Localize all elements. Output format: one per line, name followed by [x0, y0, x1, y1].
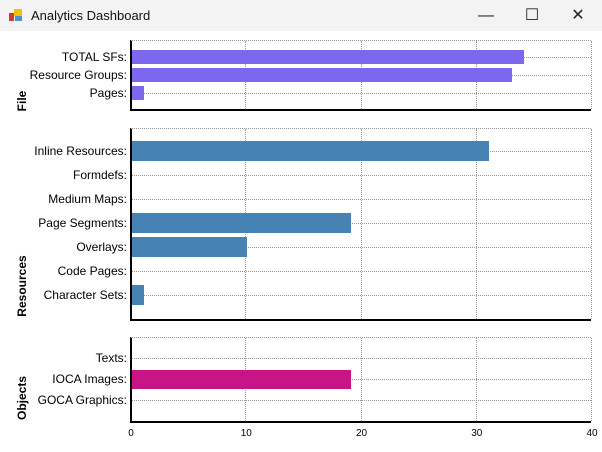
title-bar: Analytics Dashboard — ☐ ✕ [0, 0, 602, 31]
gridline-y [132, 175, 591, 176]
category-label: Overlays: [76, 240, 127, 254]
gridline-x [475, 129, 477, 319]
bar [132, 285, 144, 305]
gridline-y [132, 199, 591, 200]
gridline-y [132, 223, 591, 224]
x-tick-label: 30 [471, 428, 483, 439]
x-tick-label: 0 [128, 428, 134, 439]
category-label: Code Pages: [57, 264, 127, 278]
category-label: Page Segments: [38, 216, 127, 230]
panel-resources [130, 128, 592, 321]
gridline-y [132, 358, 591, 359]
bar [132, 213, 351, 233]
category-label: GOCA Graphics: [37, 393, 127, 407]
gridline-y [132, 400, 591, 401]
gridline-y [132, 295, 591, 296]
bar [132, 86, 144, 100]
gridline-x [591, 338, 592, 421]
category-label: Pages: [89, 86, 127, 100]
gridline-x [591, 41, 592, 109]
bar [132, 141, 490, 161]
x-tick-label: 40 [586, 428, 598, 439]
category-label: TOTAL SFs: [61, 50, 127, 64]
app-icon [9, 9, 22, 21]
bar [132, 237, 248, 257]
bar [132, 68, 513, 82]
gridline-x [591, 129, 592, 319]
gridline-y [132, 93, 591, 94]
panel-objects [130, 337, 592, 423]
category-label: Inline Resources: [34, 144, 127, 158]
maximize-button[interactable]: ☐ [524, 7, 540, 24]
category-label: Formdefs: [72, 168, 127, 182]
close-button[interactable]: ✕ [571, 7, 585, 24]
group-label: File [15, 90, 29, 112]
minimize-button[interactable]: — [478, 7, 494, 24]
group-label: Objects [15, 375, 29, 421]
gridline-x [360, 129, 362, 319]
x-tick-label: 20 [355, 428, 368, 439]
bar [132, 50, 524, 64]
gridline-y [132, 379, 591, 380]
category-label: Texts: [95, 351, 127, 365]
category-label: Character Sets: [43, 288, 127, 302]
x-tick-label: 10 [240, 428, 252, 439]
category-label: Resource Groups: [29, 68, 127, 82]
window-title: Analytics Dashboard [31, 8, 151, 23]
category-label: IOCA Images: [52, 372, 127, 386]
category-label: Medium Maps: [48, 192, 127, 206]
gridline-y [132, 247, 591, 248]
group-label: Resources [15, 255, 29, 317]
gridline-y [132, 271, 591, 272]
panel-file [130, 40, 592, 111]
bar [132, 369, 351, 389]
